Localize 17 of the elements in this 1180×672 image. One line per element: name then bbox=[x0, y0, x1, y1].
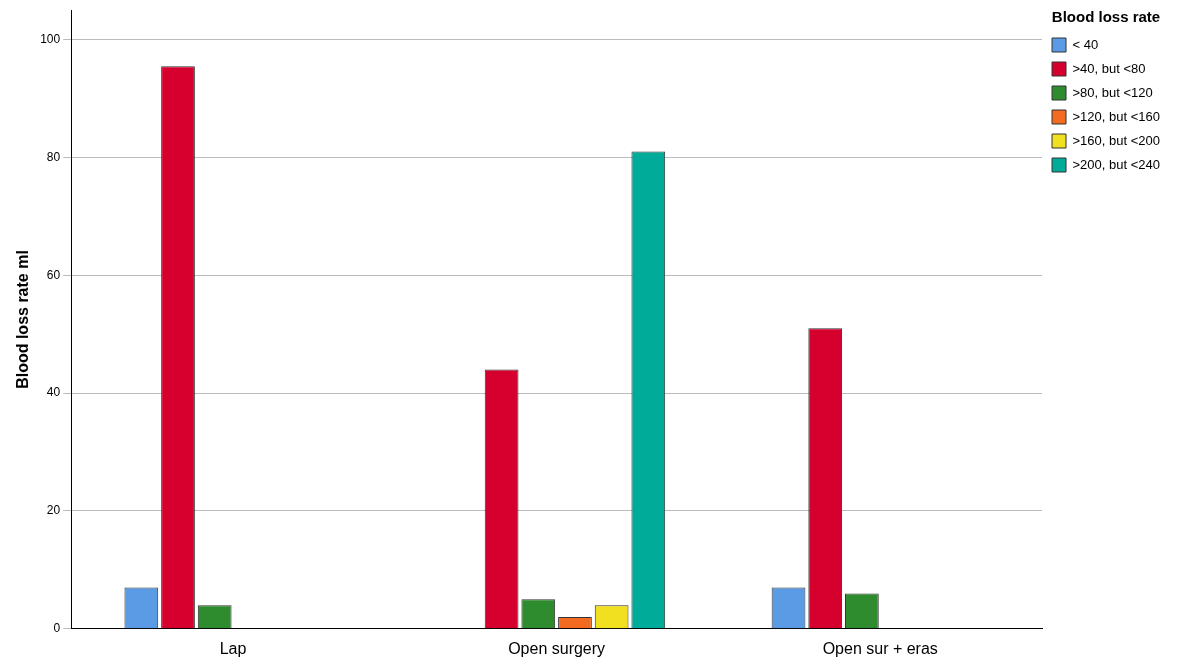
legend-label: >160, but <200 bbox=[1072, 132, 1161, 148]
y-tick-label: 100 bbox=[40, 31, 61, 46]
legend-label: < 40 bbox=[1072, 36, 1099, 52]
x-tick-label: Open sur + eras bbox=[822, 639, 938, 657]
legend-label: >120, but <160 bbox=[1072, 108, 1161, 124]
x-tick-label: Open surgery bbox=[508, 639, 606, 657]
legend-label: >40, but <80 bbox=[1072, 60, 1146, 76]
legend-label: >80, but <120 bbox=[1072, 84, 1153, 100]
y-tick-label: 0 bbox=[53, 621, 61, 636]
y-axis-title: Blood loss rate ml bbox=[14, 250, 32, 389]
x-tick-label: Lap bbox=[219, 639, 247, 657]
y-tick-label: 40 bbox=[46, 385, 61, 400]
y-tick-label: 60 bbox=[46, 267, 61, 282]
legend-title: Blood loss rate bbox=[1051, 7, 1161, 25]
y-tick-label: 20 bbox=[46, 503, 61, 518]
legend-label: >200, but <240 bbox=[1072, 156, 1161, 172]
y-tick-label: 80 bbox=[46, 149, 61, 164]
